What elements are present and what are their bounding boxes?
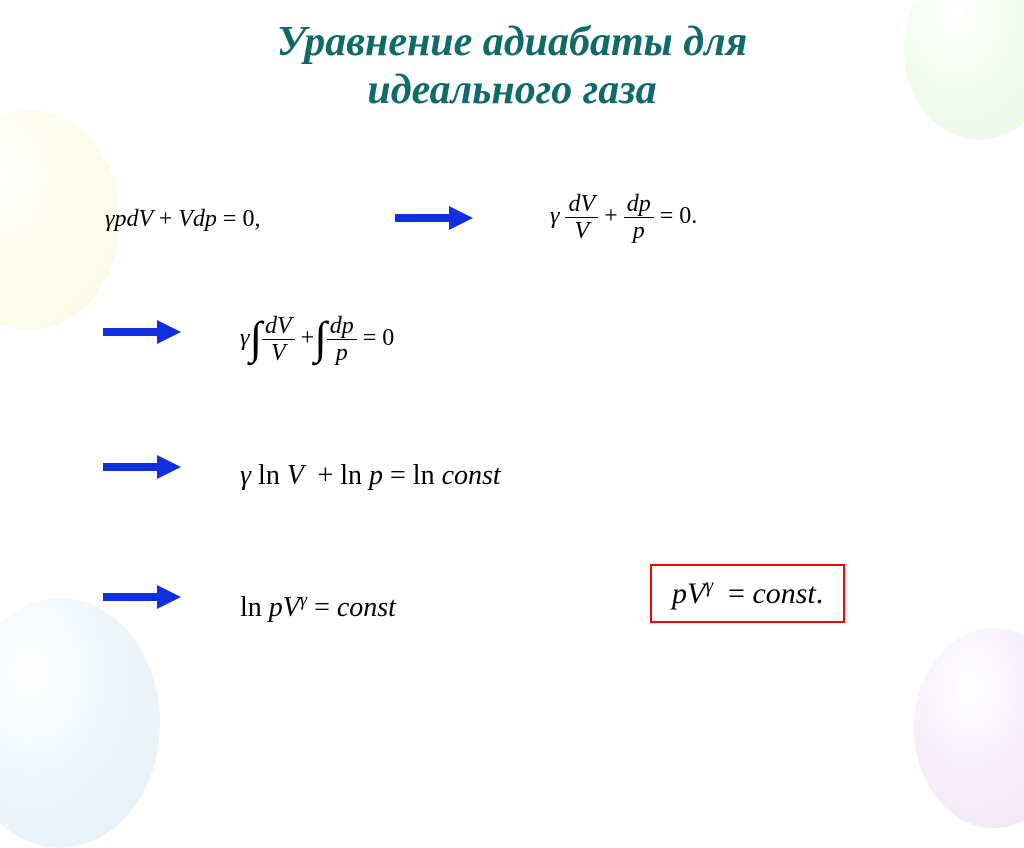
eq3-frac1: dVV (262, 314, 295, 365)
page-title: Уравнение адиабаты для идеального газа (0, 18, 1024, 115)
arrow-icon-2 (103, 320, 181, 344)
eq2-frac2: dpp (624, 192, 654, 243)
decor-balloon-yellow (0, 110, 120, 330)
eq3-frac2: dpp (327, 314, 357, 365)
eq5-content: ln pVγ = const (240, 592, 396, 623)
equation-1: γpdV + Vdp = 0, (105, 206, 260, 233)
arrow-icon-4 (103, 585, 181, 609)
eq2-eq: = 0. (660, 203, 698, 229)
eq2-frac1: dVV (565, 192, 598, 243)
equation-5: ln pVγ = const (240, 590, 396, 624)
result-equation-box: pVγ = const. (650, 564, 845, 623)
eq3-eq: = 0 (363, 325, 395, 351)
title-line1: Уравнение адиабаты для (277, 19, 748, 65)
integral-icon-1: ∫ (249, 322, 262, 354)
result-content: pVγ = const. (672, 577, 823, 610)
decor-balloon-blue (0, 598, 160, 848)
integral-icon-2: ∫ (314, 322, 327, 354)
equation-2: γ dVV + dpp = 0. (550, 192, 697, 243)
decor-balloon-purple (914, 628, 1024, 828)
eq4-content: γ ln V + ln p = ln const (240, 460, 501, 491)
title-line2: идеального газа (367, 67, 656, 113)
eq2-gamma: γ (550, 203, 559, 229)
equation-4: γ ln V + ln p = ln const (240, 460, 501, 492)
equation-3: γ∫dVV +∫dpp = 0 (240, 314, 394, 365)
eq1-content: γpdV + Vdp = 0, (105, 206, 260, 232)
arrow-icon-1 (395, 206, 473, 230)
eq3-plus: + (301, 325, 315, 351)
eq2-plus: + (604, 203, 618, 229)
arrow-icon-3 (103, 455, 181, 479)
